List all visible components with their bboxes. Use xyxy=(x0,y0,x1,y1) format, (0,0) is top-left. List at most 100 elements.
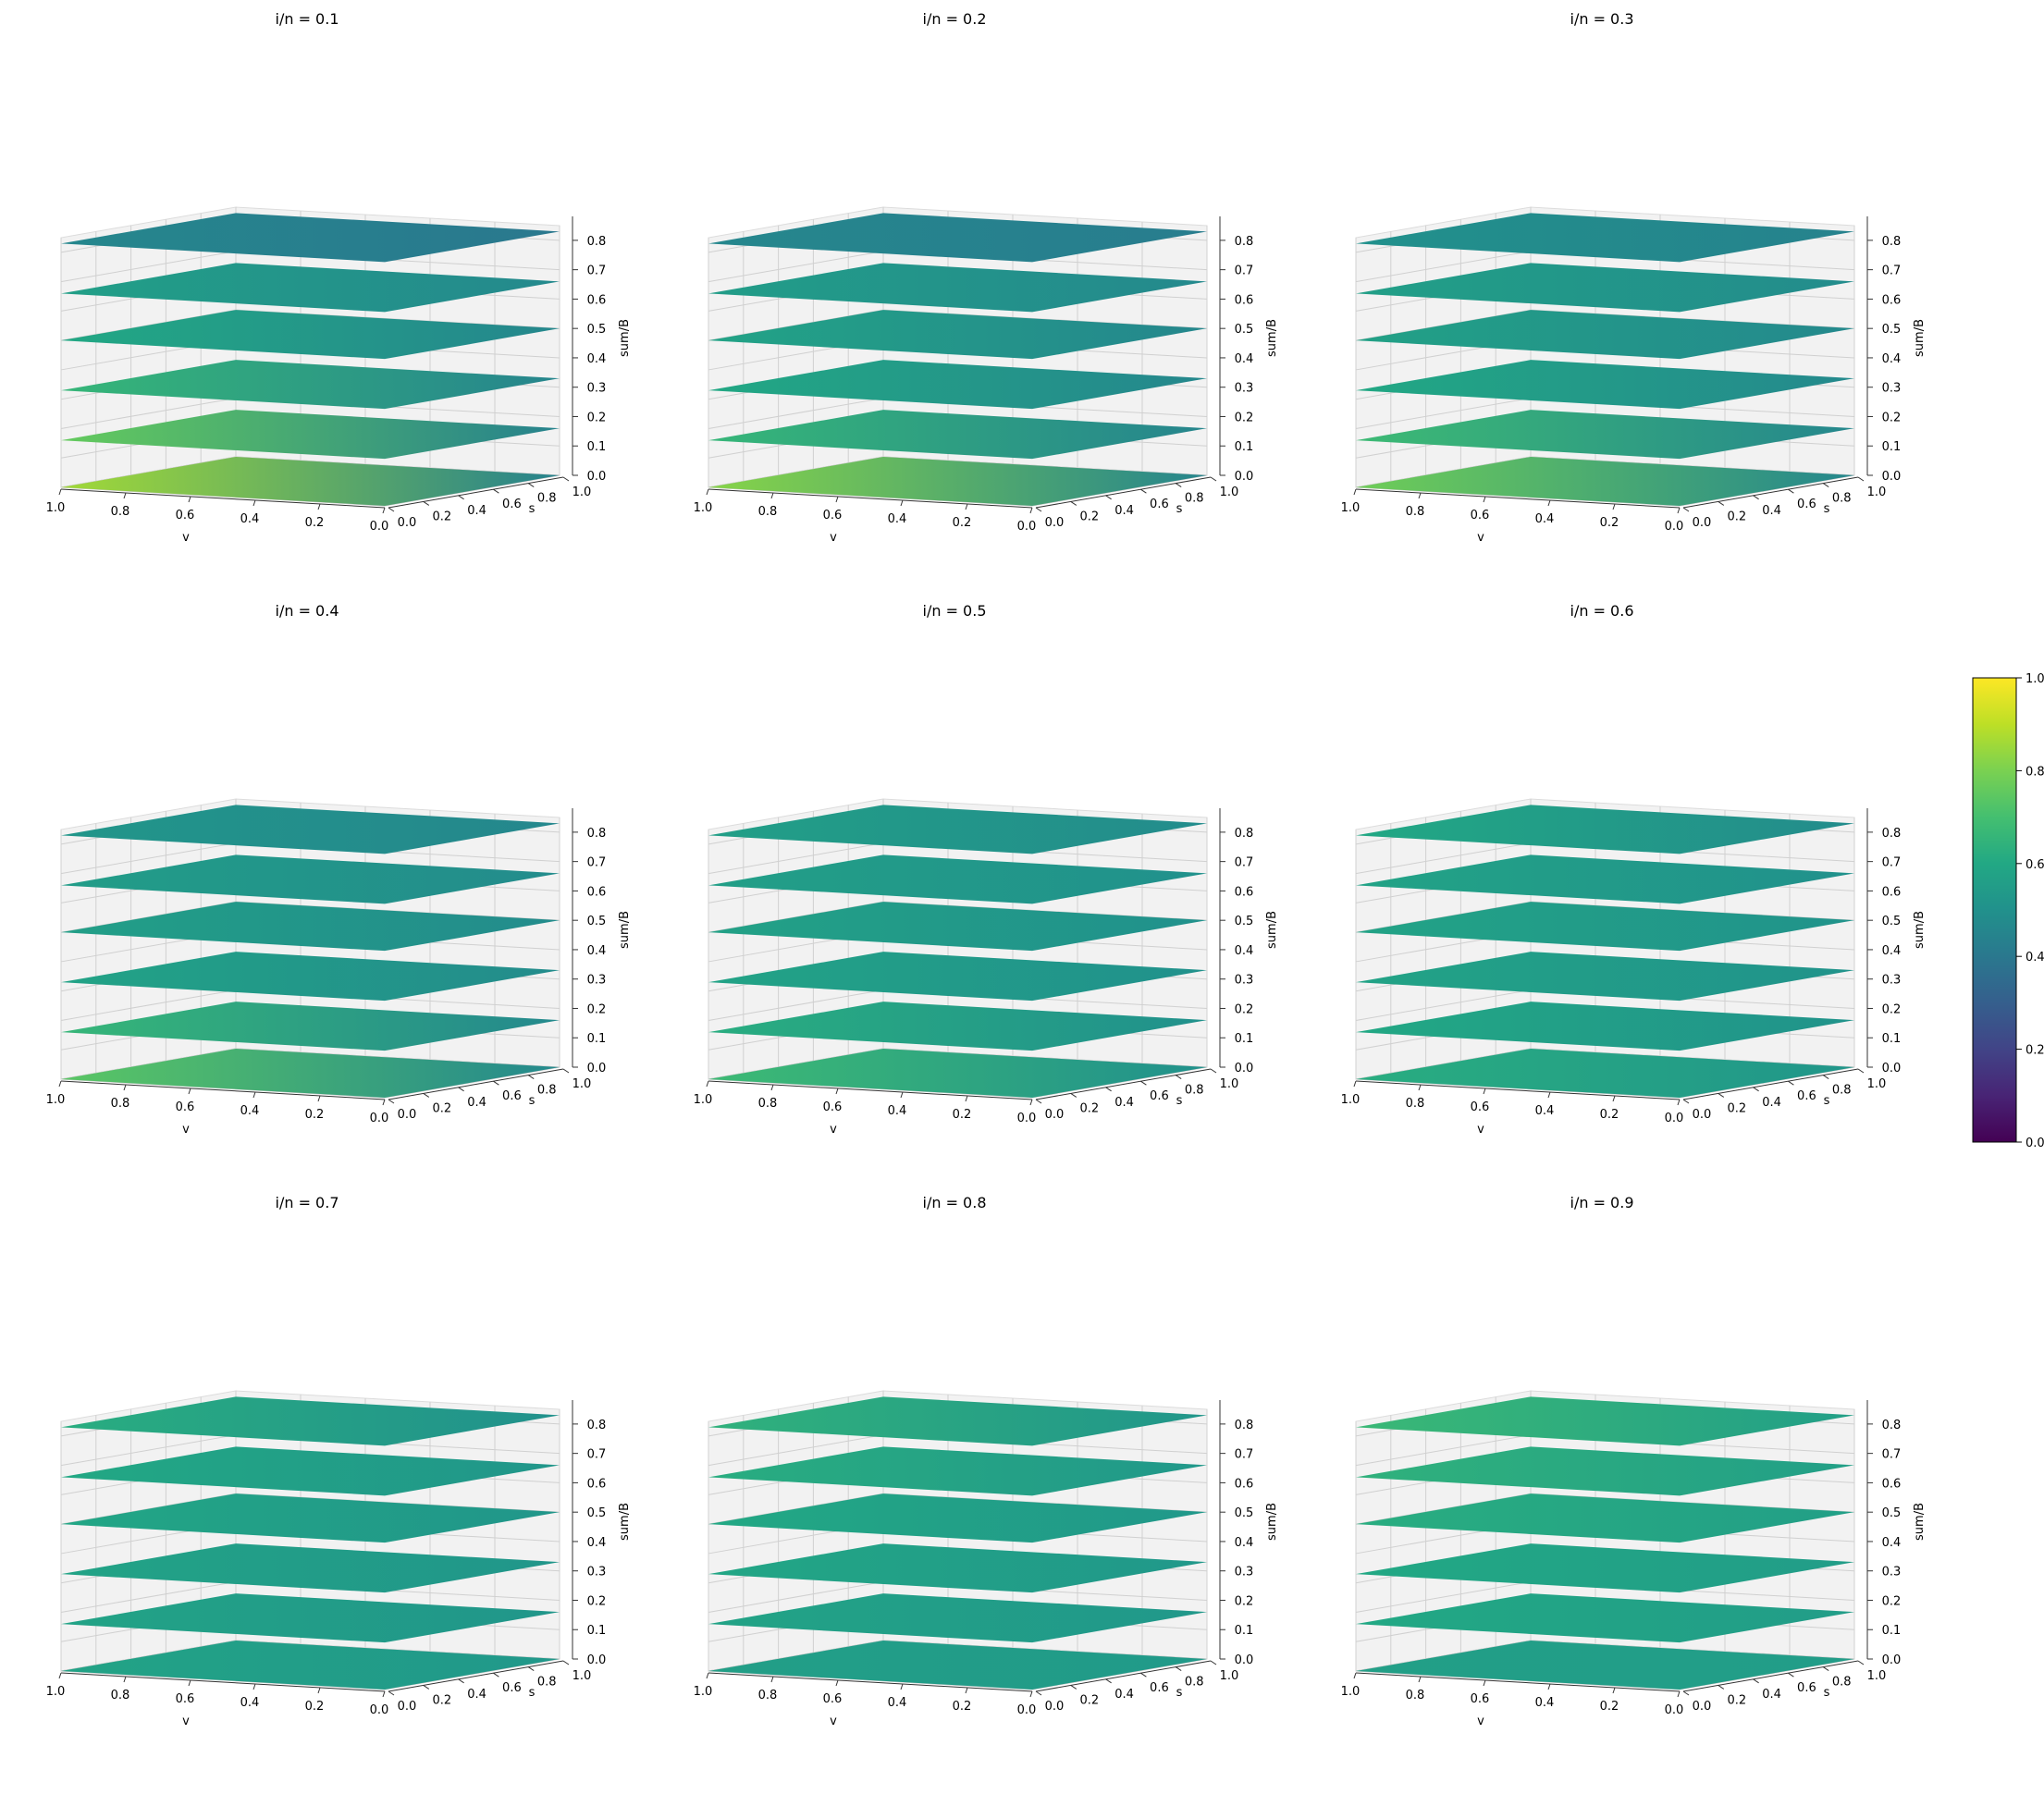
z-tick-label: 0.8 xyxy=(587,827,607,841)
z-tick-label: 0.2 xyxy=(587,411,607,424)
subplot-title: i/n = 0.9 xyxy=(1570,1194,1634,1211)
z-tick-label: 0.7 xyxy=(1882,264,1902,278)
subplot-2: i/n = 0.2 1.0 0.8 0.6 0.4 0.2 0.0 v 0.0 0.2 0.4 0.6… xyxy=(694,10,1279,545)
z-tick-label: 0.2 xyxy=(1235,1594,1254,1608)
z-tick-label: 0.6 xyxy=(1882,293,1902,307)
z-tick-label: 0.3 xyxy=(1882,974,1902,988)
s-tick-label: 0.2 xyxy=(1727,510,1746,523)
z-axis-label: sum/B xyxy=(1913,319,1927,357)
z-tick-label: 0.6 xyxy=(587,885,607,899)
z-tick-label: 0.7 xyxy=(1235,264,1254,278)
z-tick-label: 0.6 xyxy=(1235,885,1254,899)
z-tick-label: 0.1 xyxy=(1235,440,1254,454)
subplot-title: i/n = 0.6 xyxy=(1570,602,1634,620)
surface-layer xyxy=(61,902,560,952)
surface-layer xyxy=(61,952,560,1002)
surface-layer xyxy=(708,805,1207,854)
subplot-7: i/n = 0.7 1.0 0.8 0.6 0.4 0.2 0.0 v 0.0 0.2 0.4 0.6… xyxy=(46,1194,632,1728)
z-tick-label: 0.7 xyxy=(1882,1448,1902,1462)
surface-layer xyxy=(1356,457,1854,506)
z-tick-label: 0.2 xyxy=(587,1594,607,1608)
z-tick-label: 0.6 xyxy=(587,293,607,307)
surface-layer xyxy=(61,805,560,854)
v-tick-label: 1.0 xyxy=(694,1093,713,1107)
s-tick-label: 1.0 xyxy=(1867,485,1887,499)
surface-layer xyxy=(708,1543,1207,1593)
z-tick-label: 0.0 xyxy=(587,470,607,484)
z-tick-label: 0.6 xyxy=(587,1477,607,1491)
z-tick-label: 0.7 xyxy=(1235,856,1254,870)
s-tick-label: 0.6 xyxy=(502,498,522,511)
s-tick-label: 1.0 xyxy=(573,485,592,499)
z-tick-label: 0.0 xyxy=(1235,1653,1254,1667)
v-tick-label: 0.2 xyxy=(305,1108,325,1122)
surface-layer xyxy=(1356,360,1854,410)
v-tick-label: 0.0 xyxy=(1665,1112,1684,1125)
z-tick-label: 0.0 xyxy=(587,1062,607,1075)
surface-layer xyxy=(708,1002,1207,1051)
z-tick-label: 0.3 xyxy=(1882,382,1902,396)
surface-layer xyxy=(708,854,1207,904)
subplot-5: i/n = 0.5 1.0 0.8 0.6 0.4 0.2 0.0 v 0.0 0.2 0.4 0.6… xyxy=(694,602,1279,1137)
s-tick-label: 0.2 xyxy=(1079,510,1099,523)
v-tick-label: 0.8 xyxy=(111,1689,130,1702)
s-tick-label: 0.4 xyxy=(467,1096,486,1110)
colorbar-gradient xyxy=(1972,677,2017,1143)
surface-layer xyxy=(708,410,1207,460)
v-tick-label: 0.0 xyxy=(1665,1703,1684,1717)
surface-layer xyxy=(61,457,560,506)
z-tick-label: 0.5 xyxy=(1882,1506,1902,1520)
z-tick-label: 0.7 xyxy=(587,1448,607,1462)
v-tick-label: 0.8 xyxy=(1406,1097,1425,1111)
surface-layer xyxy=(61,1002,560,1051)
subplot-1: i/n = 0.1 1.0 0.8 0.6 0.4 0.2 0.0 v 0.0 0.2 0.4 0.6… xyxy=(46,10,632,545)
z-tick-label: 0.4 xyxy=(587,944,607,958)
s-axis-label: s xyxy=(529,1686,536,1700)
v-tick-label: 0.6 xyxy=(1471,509,1490,522)
z-tick-label: 0.3 xyxy=(1235,382,1254,396)
v-tick-label: 1.0 xyxy=(694,1685,713,1699)
subplot-title: i/n = 0.5 xyxy=(923,602,987,620)
z-tick-label: 0.0 xyxy=(1882,1653,1902,1667)
z-tick-label: 0.5 xyxy=(1882,323,1902,337)
v-tick-label: 0.2 xyxy=(1600,516,1619,530)
z-tick-label: 0.0 xyxy=(1882,470,1902,484)
z-tick-label: 0.6 xyxy=(1235,293,1254,307)
s-tick-label: 0.6 xyxy=(1797,1089,1816,1103)
surface-layer xyxy=(708,1593,1207,1643)
surface-layer xyxy=(61,263,560,313)
s-tick-label: 0.2 xyxy=(432,1101,451,1115)
v-tick-label: 0.4 xyxy=(240,512,260,526)
z-tick-label: 0.1 xyxy=(587,1624,607,1638)
s-tick-label: 1.0 xyxy=(1867,1669,1887,1683)
v-tick-label: 0.6 xyxy=(1471,1100,1490,1114)
z-tick-label: 0.1 xyxy=(1235,1624,1254,1638)
s-tick-label: 0.2 xyxy=(1727,1101,1746,1115)
s-axis-label: s xyxy=(529,502,536,516)
axis-lines xyxy=(1355,216,1868,509)
s-tick-label: 0.6 xyxy=(1797,1681,1816,1695)
z-tick-label: 0.8 xyxy=(1235,1419,1254,1432)
v-tick-label: 0.4 xyxy=(240,1696,260,1710)
v-tick-label: 0.4 xyxy=(888,512,907,526)
s-axis-label: s xyxy=(529,1094,536,1108)
z-tick-label: 0.2 xyxy=(587,1002,607,1016)
surface-layer xyxy=(61,854,560,904)
z-tick-label: 0.4 xyxy=(587,1536,607,1550)
v-axis-label: v xyxy=(1477,531,1484,545)
surface-layer xyxy=(1356,1641,1854,1690)
z-axis-label: sum/B xyxy=(1913,911,1927,949)
surface-layer xyxy=(1356,263,1854,313)
v-tick-label: 1.0 xyxy=(694,501,713,515)
s-tick-label: 0.0 xyxy=(1693,1700,1712,1714)
colorbar-tick-label: 0.0 xyxy=(2026,1137,2044,1150)
s-tick-label: 0.4 xyxy=(467,504,486,518)
v-tick-label: 0.2 xyxy=(953,516,972,530)
z-tick-label: 0.3 xyxy=(587,382,607,396)
z-tick-label: 0.7 xyxy=(587,856,607,870)
surface-layer xyxy=(708,457,1207,506)
v-tick-label: 1.0 xyxy=(46,1093,66,1107)
v-axis-label: v xyxy=(1477,1715,1484,1728)
subplot-6: i/n = 0.6 1.0 0.8 0.6 0.4 0.2 0.0 v 0.0 0.2 0.4 0.6… xyxy=(1341,602,1927,1137)
